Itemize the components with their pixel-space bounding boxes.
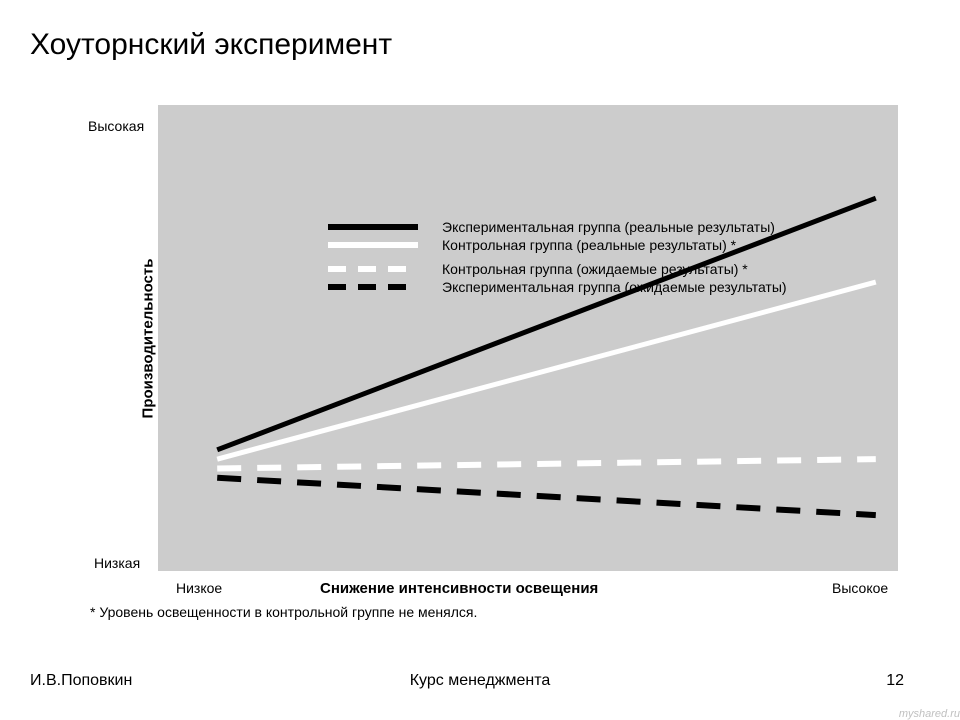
x-tick-low: Низкое: [176, 580, 222, 596]
chart-plot-area: Экспериментальная группа (реальные резул…: [158, 105, 898, 571]
legend-label: Контрольная группа (реальные результаты)…: [442, 236, 736, 254]
legend-item: Контрольная группа (ожидаемые результаты…: [328, 260, 787, 278]
legend-swatch-icon: [328, 224, 418, 230]
x-tick-high: Высокое: [832, 580, 888, 596]
legend-label: Экспериментальная группа (ожидаемые резу…: [442, 278, 787, 296]
footer-course: Курс менеджмента: [0, 672, 960, 690]
slide-title: Хоуторнский эксперимент: [30, 28, 392, 62]
y-tick-low: Низкая: [94, 555, 140, 571]
legend-swatch-icon: [328, 284, 418, 290]
legend-item: Экспериментальная группа (ожидаемые резу…: [328, 278, 787, 296]
legend-item: Экспериментальная группа (реальные резул…: [328, 218, 787, 236]
series-ctrl_expect: [217, 459, 876, 468]
legend-swatch-icon: [328, 266, 418, 272]
legend-item: Контрольная группа (реальные результаты)…: [328, 236, 787, 254]
chart-legend: Экспериментальная группа (реальные резул…: [328, 218, 787, 296]
chart-lines-svg: [158, 105, 898, 571]
legend-label: Экспериментальная группа (реальные резул…: [442, 218, 775, 236]
y-tick-high: Высокая: [88, 118, 144, 134]
slide: Хоуторнский эксперимент Высокая Низкая П…: [0, 0, 960, 720]
chart-footnote: * Уровень освещенности в контрольной гру…: [90, 604, 477, 620]
series-exp_expect: [217, 478, 876, 515]
legend-label: Контрольная группа (ожидаемые результаты…: [442, 260, 748, 278]
legend-swatch-icon: [328, 242, 418, 248]
y-axis-label: Производительность: [139, 259, 156, 419]
x-axis-label: Снижение интенсивности освещения: [320, 580, 598, 597]
watermark: myshared.ru: [899, 708, 960, 720]
series-ctrl_real: [217, 282, 876, 459]
footer-page-number: 12: [886, 672, 904, 690]
